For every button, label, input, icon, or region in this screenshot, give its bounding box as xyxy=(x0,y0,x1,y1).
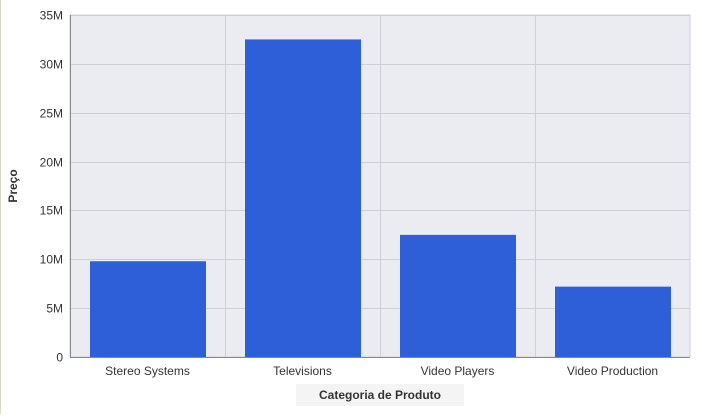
x-axis-tick-labels: Stereo Systems Televisions Video Players Vi… xyxy=(105,364,658,378)
bar-video-production[interactable] xyxy=(555,286,671,357)
y-tick-label: 0 xyxy=(56,351,63,365)
x-tick-label: Televisions xyxy=(273,364,332,378)
y-tick-label: 15M xyxy=(40,204,63,218)
bar-video-players[interactable] xyxy=(400,234,516,357)
y-tick-label: 5M xyxy=(46,302,63,316)
x-tick-label: Video Players xyxy=(421,364,495,378)
y-axis-tick-labels: 0 5M 10M 15M 20M 25M 30M 35M xyxy=(40,9,64,365)
bars xyxy=(90,39,671,358)
bar-stereo-systems[interactable] xyxy=(90,261,206,357)
x-tick-label: Video Production xyxy=(567,364,658,378)
x-axis-title: Categoria de Produto xyxy=(319,388,441,402)
x-tick-label: Stereo Systems xyxy=(105,364,190,378)
y-tick-label: 35M xyxy=(40,9,63,23)
y-tick-label: 25M xyxy=(40,107,63,121)
y-tick-label: 20M xyxy=(40,156,63,170)
y-axis-title: Preço xyxy=(6,169,20,202)
bar-televisions[interactable] xyxy=(245,39,361,358)
y-tick-label: 10M xyxy=(40,253,63,267)
axes xyxy=(70,15,690,358)
y-tick-label: 30M xyxy=(40,58,63,72)
x-axis-title-background xyxy=(296,384,464,406)
